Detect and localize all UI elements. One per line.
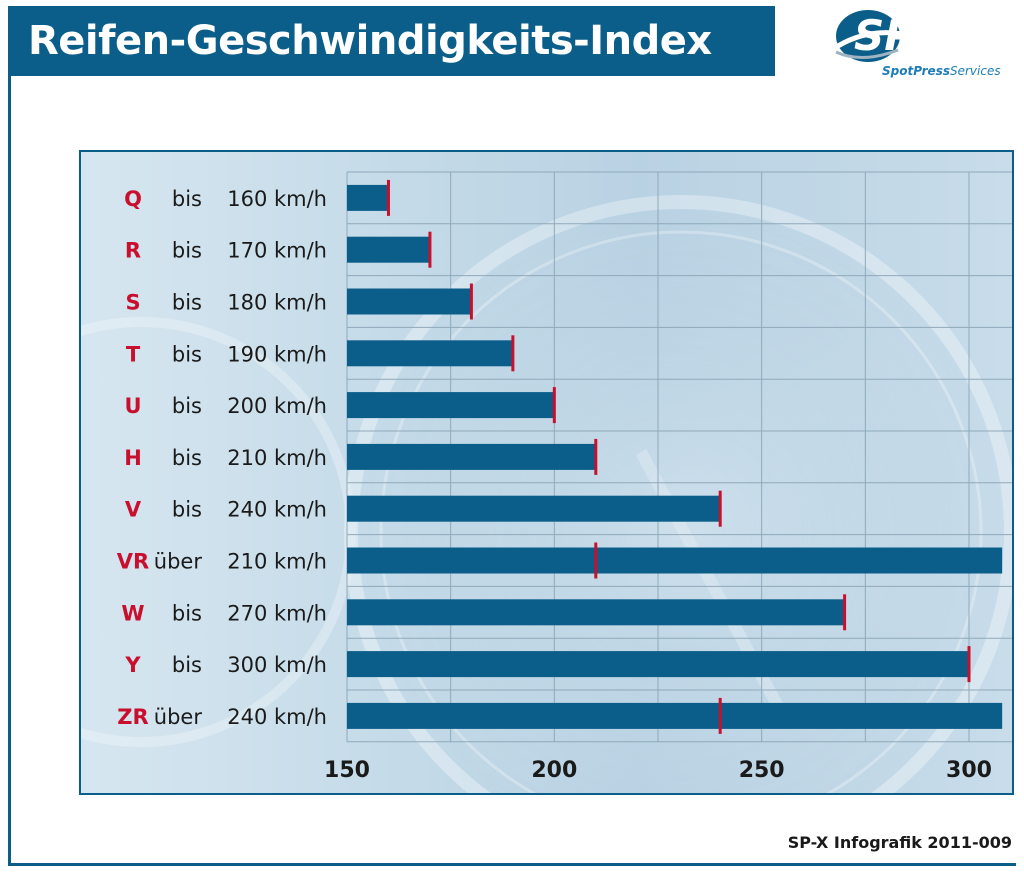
category-code: T [126,342,141,366]
category-code: ZR [117,705,148,729]
category-speed: 240 km/h [227,705,327,729]
marker-r [428,231,432,268]
chart-grid [346,171,1012,743]
bar-w [347,599,845,626]
category-qualifier: über [154,705,203,729]
chart-markers [386,179,971,734]
marker-vr [594,542,598,579]
category-qualifier: über [154,550,203,574]
page-title: Reifen-Geschwindigkeits-Index [28,18,712,64]
category-qualifier: bis [172,653,202,677]
category-qualifier: bis [172,342,202,366]
marker-t [511,335,515,372]
marker-u [552,387,556,424]
category-code: VR [117,550,149,574]
marker-zr [718,697,722,734]
bar-s [347,288,472,315]
x-tick-label: 300 [946,758,992,783]
category-code: U [124,394,141,418]
title-bar: Reifen-Geschwindigkeits-Index [8,6,775,76]
marker-s [469,283,473,320]
source-credit: SP-X Infografik 2011-009 [787,833,1012,852]
category-qualifier: bis [172,498,202,522]
category-qualifier: bis [172,601,202,625]
category-speed: 240 km/h [227,498,327,522]
category-code: V [125,498,142,522]
bar-t [347,340,513,367]
bar-h [347,443,596,470]
frame-left-line [8,76,11,866]
logo-letters: SPS [854,11,945,60]
category-qualifier: bis [172,187,202,211]
bar-q [347,184,389,211]
category-speed: 170 km/h [227,239,327,263]
bar-zr [347,702,1003,729]
category-code: R [125,239,141,263]
marker-v [718,490,722,527]
x-tick-label: 200 [531,758,577,783]
marker-h [594,438,598,475]
category-code: S [125,291,140,315]
marker-q [386,179,390,216]
category-code: H [124,446,142,470]
category-speed: 210 km/h [227,550,327,574]
category-speed: 270 km/h [227,601,327,625]
category-qualifier: bis [172,394,202,418]
category-speed: 200 km/h [227,394,327,418]
category-speed: 160 km/h [227,187,327,211]
bar-vr [347,547,1003,574]
category-speed: 190 km/h [227,342,327,366]
x-axis-ticks: 150 200 250 300 [324,758,992,783]
bar-v [347,495,721,522]
sps-logo: SPS SpotPressServices [832,6,1018,82]
frame-bottom-line [8,863,1016,866]
bar-r [347,236,430,263]
marker-y [967,646,971,683]
category-code: Q [124,187,142,211]
chart-bars [347,184,1003,729]
x-tick-label: 150 [324,758,370,783]
category-speed: 210 km/h [227,446,327,470]
bar-u [347,392,555,419]
category-qualifier: bis [172,446,202,470]
x-tick-label: 250 [739,758,785,783]
marker-w [843,594,847,631]
category-qualifier: bis [172,291,202,315]
sps-logo-icon: SPS [835,10,945,62]
category-speed: 300 km/h [227,653,327,677]
logo-subtitle: SpotPressServices [882,64,1001,78]
bar-y [347,651,969,678]
category-speed: 180 km/h [227,291,327,315]
category-code: W [121,601,144,625]
category-qualifier: bis [172,239,202,263]
category-code: Y [124,653,141,677]
